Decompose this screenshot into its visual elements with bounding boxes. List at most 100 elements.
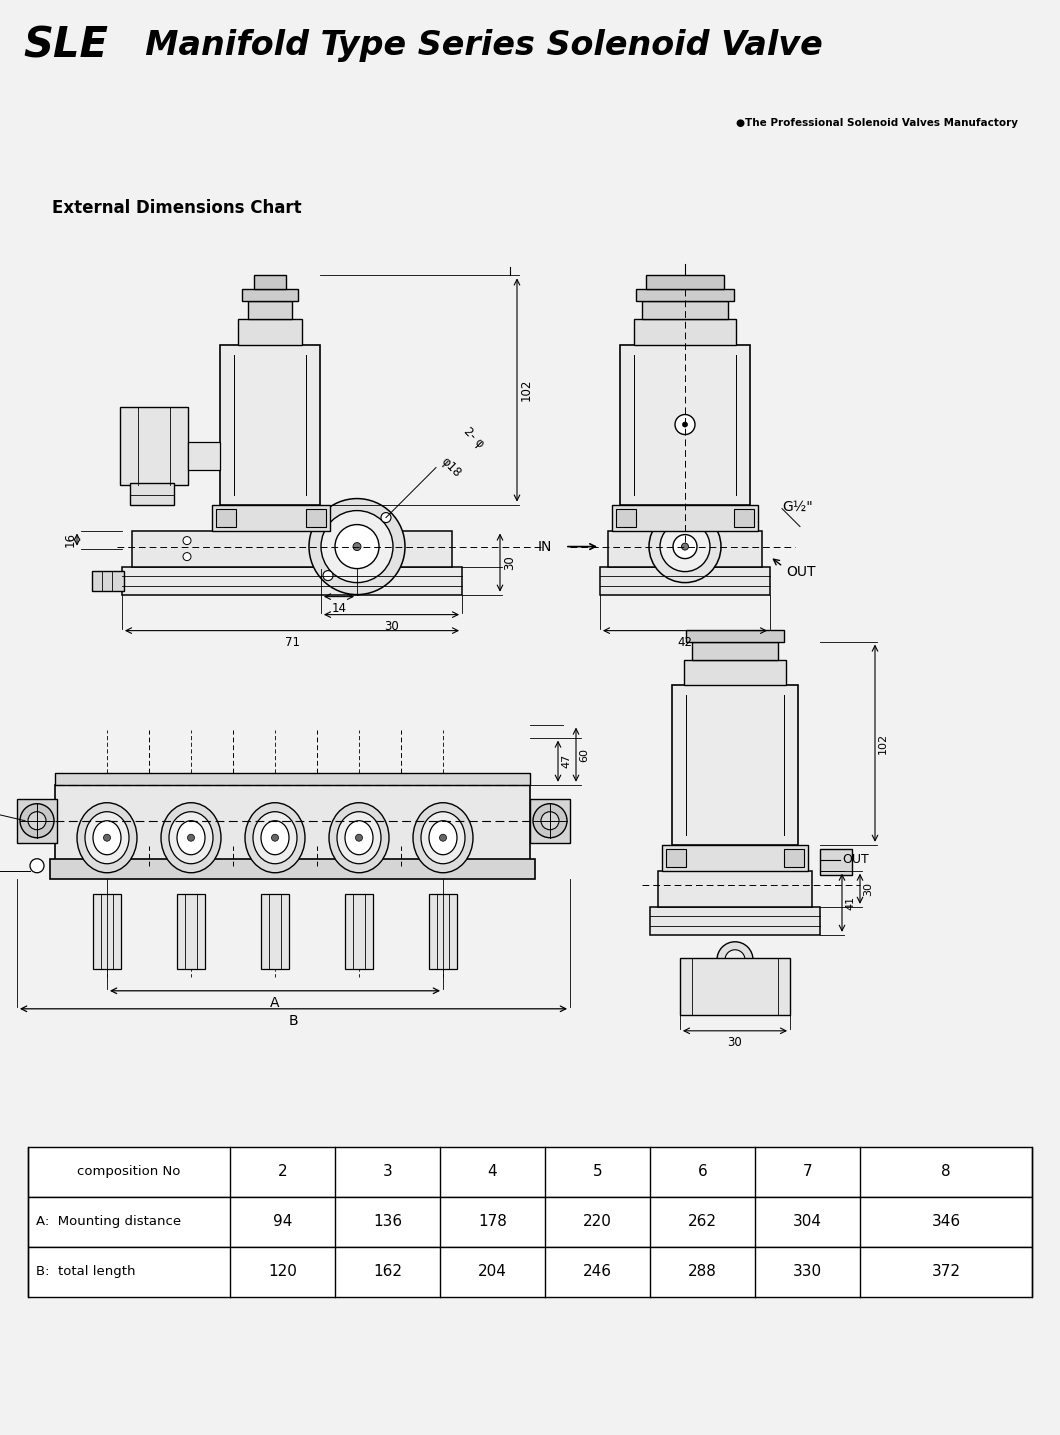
Circle shape [30, 858, 45, 872]
Bar [734, 508, 754, 527]
Bar [642, 301, 728, 320]
Text: 330: 330 [793, 1264, 823, 1280]
Bar [658, 871, 812, 907]
Circle shape [104, 834, 110, 841]
Bar [50, 858, 535, 878]
Ellipse shape [253, 812, 297, 864]
Text: 288: 288 [688, 1264, 717, 1280]
Circle shape [321, 511, 393, 583]
Text: Manifold Type Series Solenoid Valve: Manifold Type Series Solenoid Valve [122, 30, 823, 62]
Bar [684, 660, 787, 684]
Text: External Dimensions Chart: External Dimensions Chart [52, 199, 302, 218]
Bar [636, 290, 734, 301]
Text: 60: 60 [579, 748, 589, 762]
Ellipse shape [77, 802, 137, 872]
Circle shape [533, 804, 567, 838]
Circle shape [541, 812, 559, 829]
Text: 6: 6 [697, 1164, 707, 1180]
Circle shape [183, 537, 191, 545]
Circle shape [310, 498, 405, 594]
Bar [188, 442, 220, 469]
Text: 5: 5 [593, 1164, 602, 1180]
Bar [120, 406, 188, 485]
Bar [28, 1247, 1032, 1297]
Bar [666, 848, 686, 867]
Text: 7: 7 [802, 1164, 812, 1180]
Bar [220, 344, 320, 505]
Text: SLE: SLE [23, 24, 108, 67]
Bar [620, 344, 750, 505]
Text: 162: 162 [373, 1264, 402, 1280]
Text: 47: 47 [561, 753, 571, 768]
Bar [612, 505, 758, 531]
Text: 372: 372 [932, 1264, 960, 1280]
Text: 220: 220 [583, 1214, 612, 1230]
Bar [662, 845, 808, 871]
Ellipse shape [169, 812, 213, 864]
Bar [122, 567, 462, 594]
Text: 304: 304 [793, 1214, 822, 1230]
Circle shape [440, 834, 446, 841]
Ellipse shape [329, 802, 389, 872]
Circle shape [355, 834, 363, 841]
Bar [92, 571, 124, 591]
Circle shape [649, 511, 721, 583]
Ellipse shape [421, 812, 465, 864]
Text: 14: 14 [332, 601, 347, 614]
Text: 246: 246 [583, 1264, 612, 1280]
Bar [28, 1147, 1032, 1197]
Text: 41: 41 [845, 895, 855, 910]
Circle shape [675, 415, 695, 435]
Bar [55, 772, 530, 785]
Bar [608, 531, 762, 567]
Text: 102: 102 [520, 379, 533, 402]
Bar [261, 894, 289, 969]
Circle shape [188, 834, 194, 841]
Bar [616, 508, 636, 527]
Text: 30: 30 [727, 1036, 742, 1049]
Circle shape [183, 552, 191, 561]
Bar [242, 290, 298, 301]
Text: 120: 120 [268, 1264, 297, 1280]
Circle shape [28, 812, 46, 829]
Circle shape [683, 422, 688, 428]
Circle shape [717, 941, 753, 977]
Circle shape [381, 512, 391, 522]
Bar [248, 301, 292, 320]
Text: 8: 8 [941, 1164, 951, 1180]
Bar [646, 276, 724, 290]
Bar [28, 1197, 1032, 1247]
Text: 4: 4 [488, 1164, 497, 1180]
Circle shape [335, 525, 379, 568]
Text: ●The Professional Solenoid Valves Manufactory: ●The Professional Solenoid Valves Manufa… [736, 118, 1018, 128]
Text: A:  Mounting distance: A: Mounting distance [36, 1215, 181, 1228]
Text: φ18: φ18 [438, 455, 463, 481]
Bar [17, 799, 57, 842]
Circle shape [323, 571, 333, 581]
Bar [820, 848, 852, 875]
Text: 2: 2 [278, 1164, 287, 1180]
Bar [634, 320, 736, 344]
Circle shape [271, 834, 279, 841]
Bar [692, 641, 778, 660]
Bar [429, 894, 457, 969]
Bar [600, 567, 770, 594]
Ellipse shape [413, 802, 473, 872]
Text: 178: 178 [478, 1214, 507, 1230]
Ellipse shape [85, 812, 129, 864]
Text: G½": G½" [782, 499, 813, 514]
Text: composition No: composition No [77, 1165, 180, 1178]
Ellipse shape [245, 802, 305, 872]
Ellipse shape [177, 821, 205, 855]
Bar [130, 482, 174, 505]
Circle shape [353, 542, 361, 551]
Bar [672, 684, 798, 845]
Bar [681, 957, 790, 1015]
Ellipse shape [93, 821, 121, 855]
Bar [686, 630, 784, 641]
Circle shape [660, 521, 710, 571]
Bar [177, 894, 205, 969]
Text: OUT: OUT [787, 564, 815, 578]
Text: 102: 102 [878, 733, 888, 753]
Text: 136: 136 [373, 1214, 402, 1230]
